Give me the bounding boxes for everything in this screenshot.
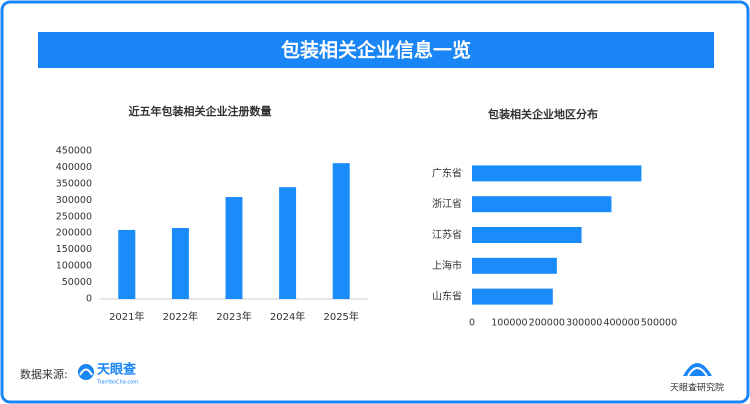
y-tick-label: 山东省 [432,290,462,303]
x-tick-label: 300000 [566,318,602,329]
x-tick-label: 0 [469,318,475,329]
bar [472,288,553,305]
bar [225,197,243,299]
y-tick-label: 浙江省 [432,197,462,210]
header-bar [38,32,714,68]
bar [118,229,136,299]
x-tick-label: 200000 [529,318,565,329]
x-tick-label: 400000 [603,318,639,329]
y-tick-label: 300000 [56,195,92,206]
x-tick-label: 2021年 [109,310,144,323]
y-tick-label: 150000 [56,244,92,255]
header-title: 包装相关企业信息一览 [281,39,471,62]
y-tick-label: 广东省 [432,166,462,179]
logo-url: TianYanCha.com [96,380,138,386]
bar [472,227,582,243]
y-tick-label: 250000 [56,211,92,222]
y-tick-label: 50000 [62,277,92,288]
logo-icon [78,364,94,380]
logo-text: 天眼查 [97,362,137,378]
chart-title: 近五年包装相关企业注册数量 [129,104,272,118]
bar [472,196,612,213]
y-tick-label: 0 [86,294,92,305]
x-tick-label: 2024年 [270,310,305,323]
y-tick-label: 100000 [56,261,92,272]
x-tick-label: 100000 [491,318,527,329]
bar [332,163,350,299]
y-tick-label: 450000 [56,146,92,157]
chart-title: 包装相关企业地区分布 [487,107,598,121]
source-label: 数据来源: [20,367,68,381]
x-tick-label: 500000 [641,318,677,329]
y-tick-label: 江苏省 [432,228,462,241]
institute-icon-mark [687,367,708,377]
x-tick-label: 2023年 [216,310,251,323]
bar [472,165,642,182]
institute-name: 天眼查研究院 [670,382,724,394]
bar [472,257,557,274]
y-tick-label: 200000 [56,228,92,239]
y-tick-label: 350000 [56,178,92,189]
logo-icon-mark [79,368,93,376]
x-tick-label: 2025年 [323,310,358,323]
x-tick-label: 2022年 [163,310,198,323]
y-tick-label: 上海市 [432,259,462,272]
bar [171,227,189,299]
bar [279,187,297,299]
y-tick-label: 400000 [56,162,92,173]
